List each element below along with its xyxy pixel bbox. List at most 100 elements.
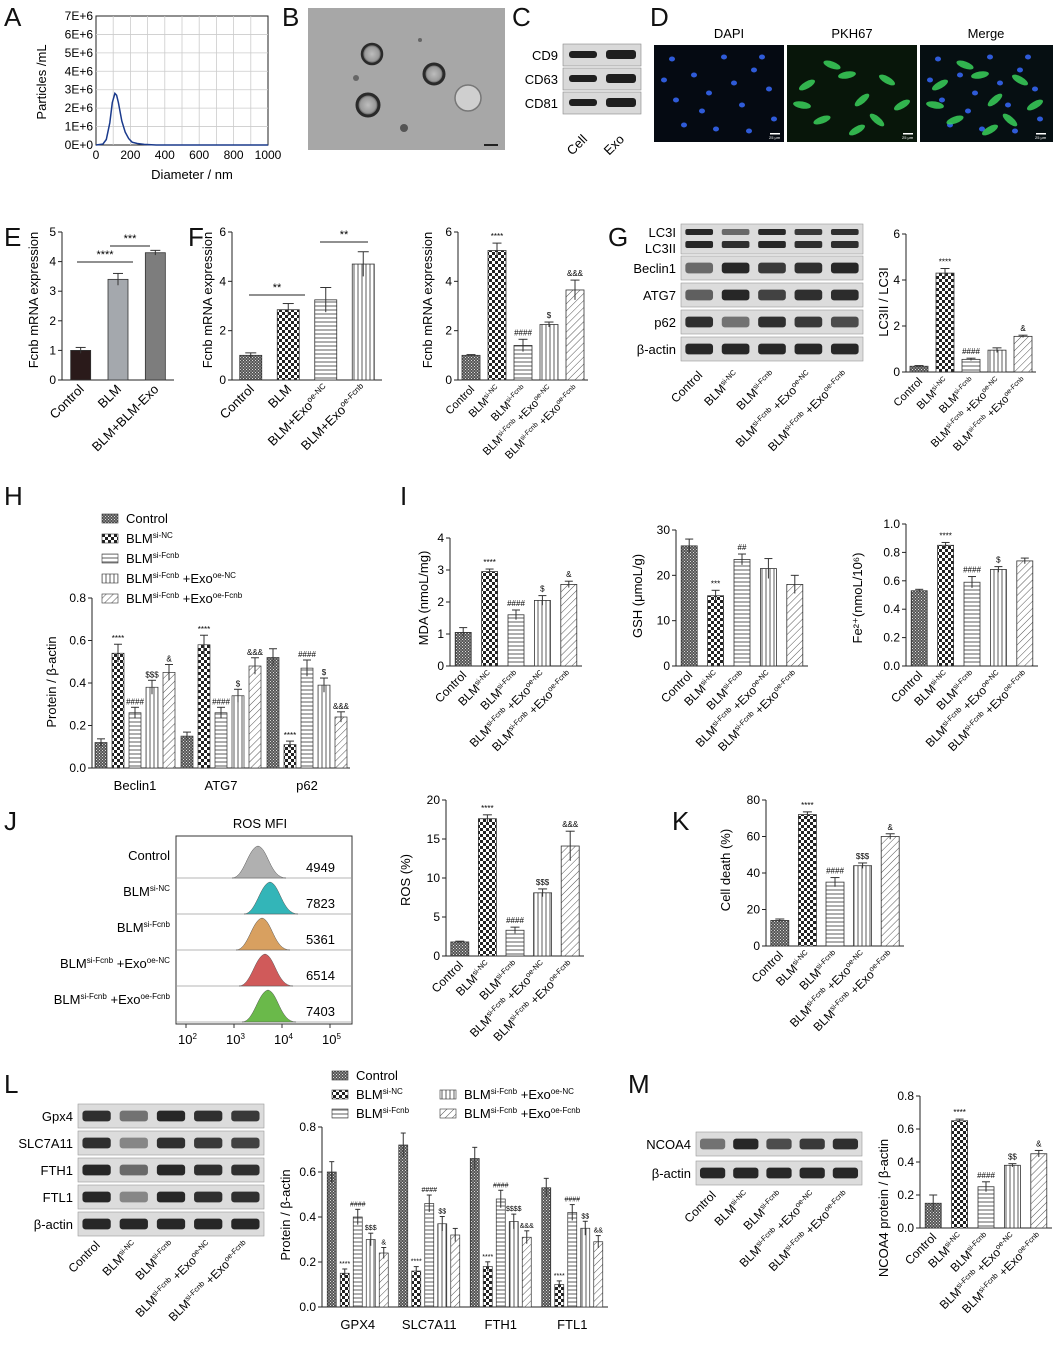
label-text: BLM xyxy=(126,591,153,606)
significance-mark: & xyxy=(1020,324,1026,333)
x-tick-label: 102 xyxy=(178,1032,197,1047)
bar xyxy=(231,695,245,769)
significance-mark: #### xyxy=(507,599,525,608)
significance-mark: **** xyxy=(953,1108,965,1117)
vesicle xyxy=(360,42,384,66)
y-tick-label: 2 xyxy=(445,324,452,338)
significance-mark: **** xyxy=(411,1259,422,1266)
x-category-label: FTL1 xyxy=(557,1317,587,1332)
y-tick-label: 3 xyxy=(49,284,56,298)
significance-mark: && xyxy=(594,1228,604,1235)
blot-strip xyxy=(680,223,864,255)
mfi-value: 5361 xyxy=(306,932,335,947)
exosome-uptake xyxy=(946,115,964,125)
nucleus xyxy=(1032,86,1038,92)
x-tick-label: BLM+BLM-Exo xyxy=(89,382,162,455)
x-tick-label: 103 xyxy=(226,1032,245,1047)
bar xyxy=(450,941,470,957)
bar xyxy=(567,1212,578,1308)
panel-i-mda-chart: 01234Control****BLMsi-NC####BLMsi-Fcnb$B… xyxy=(432,531,582,754)
label-superscript: si-Fcnb xyxy=(505,383,526,404)
label-superscript: si-Fcnb xyxy=(751,368,775,392)
label-superscript: si-NC xyxy=(930,375,947,392)
label-superscript: oe-NC xyxy=(523,667,545,689)
exosome-uptake xyxy=(823,60,841,70)
blot-band xyxy=(82,1110,111,1122)
bar xyxy=(990,569,1007,667)
label-superscript: 3 xyxy=(240,1032,245,1041)
mfi-value: 7823 xyxy=(306,896,335,911)
histogram xyxy=(243,881,299,915)
sig-label: ** xyxy=(273,282,282,294)
blot-band xyxy=(194,1164,223,1176)
nucleus xyxy=(751,67,757,73)
panel-m-chart: 0.00.20.40.60.8Control****BLMsi-NC####BL… xyxy=(897,1089,1052,1316)
significance-mark: #### xyxy=(514,328,532,337)
y-tick-label: 80 xyxy=(747,793,761,807)
bar xyxy=(507,614,525,667)
bar xyxy=(248,665,262,769)
label-text: BLM+BLM-Exo xyxy=(89,382,162,455)
label-superscript: oe-Fcnb xyxy=(338,381,366,409)
label-text: +Exo xyxy=(107,992,141,1007)
blot-label-cd9: CD9 xyxy=(532,48,558,63)
panel-i-fe-ylabel: Fe²⁺(nmoL/10⁶) xyxy=(850,553,865,644)
label-superscript: 4 xyxy=(288,1032,293,1041)
bar xyxy=(580,1227,591,1308)
x-tick-label: 200 xyxy=(120,148,140,162)
panel-j-title: ROS MFI xyxy=(233,816,287,831)
bar xyxy=(593,1241,604,1308)
nucleus xyxy=(939,97,945,103)
panel-letter-g: G xyxy=(608,222,628,252)
image-dapi xyxy=(654,45,784,142)
y-tick-label: 40 xyxy=(747,866,761,880)
y-tick-label: 20 xyxy=(427,793,441,807)
blot-band xyxy=(794,262,823,274)
bar xyxy=(770,920,790,947)
bar xyxy=(733,559,751,667)
y-tick-label: 0.2 xyxy=(883,631,900,645)
label-text: BLM xyxy=(54,992,81,1007)
blot-row-label: ATG7 xyxy=(643,288,676,303)
y-tick-label: 2 xyxy=(437,595,444,609)
blot-band xyxy=(119,1218,148,1230)
significance-mark: & xyxy=(381,1240,386,1247)
x-category-label: p62 xyxy=(296,778,318,793)
significance-mark: & xyxy=(166,655,172,664)
row-label: Control xyxy=(128,848,170,863)
sig-label: *** xyxy=(124,233,138,245)
y-tick-label: 1.0 xyxy=(883,517,900,531)
blot-band xyxy=(569,51,597,58)
x-tick-label: 104 xyxy=(274,1032,293,1047)
label-text: Control xyxy=(126,511,168,526)
bar xyxy=(707,595,724,667)
panel-i-fe-chart: 0.00.20.40.60.81.0Control****BLMsi-NC###… xyxy=(883,517,1038,754)
blot-row-label: Beclin1 xyxy=(633,261,676,276)
blot-band xyxy=(832,1167,859,1179)
bar xyxy=(107,278,129,381)
label-superscript: oe-Fcnb xyxy=(1003,375,1026,398)
legend-swatch xyxy=(331,1108,349,1119)
exosome-uptake xyxy=(813,115,831,125)
y-tick-label: 4 xyxy=(49,255,56,269)
nucleus xyxy=(699,108,705,114)
significance-mark: ## xyxy=(738,543,747,552)
blot-band xyxy=(119,1110,148,1122)
y-tick-label: 60 xyxy=(747,830,761,844)
bar xyxy=(437,1223,448,1308)
blot-band xyxy=(830,262,859,274)
panel-k-celldeath-chart: 020406080Control****BLMsi-NC####BLMsi-Fc… xyxy=(747,793,904,1034)
y-tick-label: 0 xyxy=(49,373,56,387)
y-tick-label: 6 xyxy=(445,225,452,239)
legend-swatch xyxy=(331,1070,349,1081)
y-tick-label: 0.4 xyxy=(299,1210,316,1224)
blot-band xyxy=(119,1164,148,1176)
blot-row-label: NCOA4 xyxy=(646,1137,691,1152)
y-tick-label: 3 xyxy=(437,563,444,577)
y-tick-label: 4 xyxy=(893,273,900,287)
y-tick-label: 0.6 xyxy=(299,1165,316,1179)
bar xyxy=(276,309,300,381)
label-superscript: 5 xyxy=(336,1032,341,1041)
bar xyxy=(334,716,348,769)
